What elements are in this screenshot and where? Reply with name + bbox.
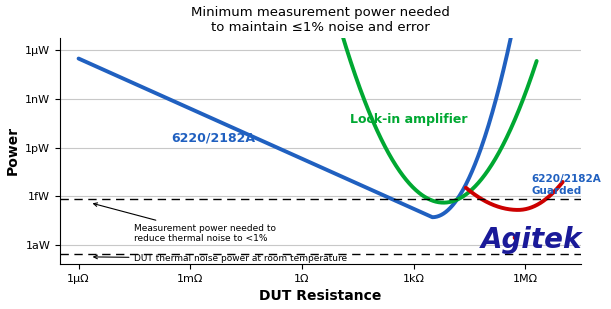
Text: Agitek: Agitek — [481, 226, 582, 254]
Text: 6220/2182A
Guarded: 6220/2182A Guarded — [531, 174, 601, 196]
Text: DUT thermal noise power at room temperature: DUT thermal noise power at room temperat… — [93, 254, 348, 263]
Text: 6220/2182A: 6220/2182A — [172, 131, 255, 144]
Title: Minimum measurement power needed
to maintain ≤1% noise and error: Minimum measurement power needed to main… — [191, 6, 450, 34]
Text: Lock-in amplifier: Lock-in amplifier — [351, 113, 468, 126]
Text: Measurement power needed to
reduce thermal noise to <1%: Measurement power needed to reduce therm… — [93, 203, 276, 243]
X-axis label: DUT Resistance: DUT Resistance — [260, 290, 382, 303]
Y-axis label: Power: Power — [5, 126, 20, 176]
